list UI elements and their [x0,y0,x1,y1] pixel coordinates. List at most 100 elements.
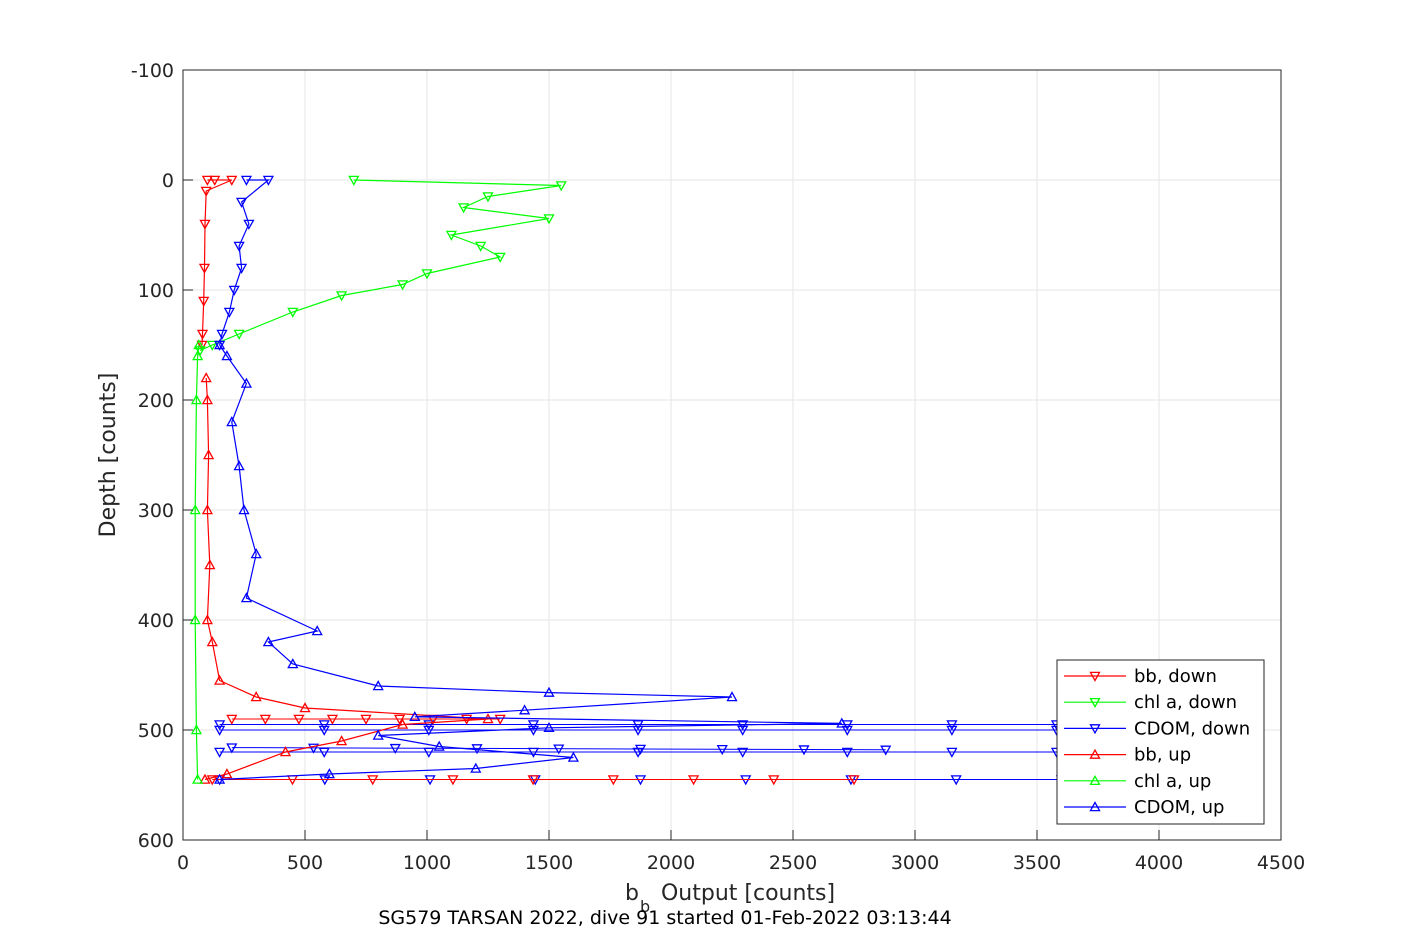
data-point [223,307,235,318]
data-point [196,340,208,351]
y-tick-label: 600 [138,830,174,852]
cdom-long-segment-marker [841,747,853,758]
svg-text:b: b [640,897,650,916]
legend-item-label: bb, down [1134,666,1217,687]
data-point [190,394,203,405]
series-5 [213,339,848,784]
bb-long-segment-marker [326,714,339,725]
cdom-long-segment-marker [213,747,226,758]
data-point [192,773,204,784]
y-axis: -100 0 100 200 300 400 500 600 [131,60,193,852]
data-point [201,394,214,405]
data-point [226,416,238,427]
data-point [216,329,228,340]
data-point [233,329,245,340]
x-axis-label-rest: Output [counts] [654,881,835,906]
data-point [198,296,210,307]
data-point [409,710,421,722]
series-3 [199,372,494,784]
data-point [433,740,445,751]
data-point [299,702,311,713]
cdom-long-segment-marker [632,720,644,731]
data-point [203,449,215,460]
data-point [470,762,482,773]
data-point [233,460,245,471]
x-tick-label: 3000 [891,852,939,874]
bb-long-segment-marker [226,714,238,725]
bb-long-segment-marker [360,714,372,725]
bb-long-segment-marker [447,775,459,786]
data-point [482,192,494,203]
data-point [235,197,248,208]
bb-long-segment-marker [768,775,780,786]
legend-item-label: CDOM, down [1134,718,1250,739]
series-2 [213,175,275,351]
data-point [190,724,203,735]
legend-item-label: bb, up [1134,745,1191,766]
cdom-long-segment-marker [423,725,435,736]
cdom-long-segment-marker [880,745,892,756]
x-tick-label: 3500 [1013,852,1061,874]
long-segments [206,714,1068,786]
legend-item-label: CDOM, up [1134,797,1224,818]
data-point [201,504,214,515]
x-axis-label-main: b [625,881,639,906]
data-point [196,329,209,340]
bb-long-segment-marker [461,714,473,725]
data-point [287,658,299,669]
cdom-long-segment-marker [798,745,810,756]
data-point [726,691,738,702]
cdom-long-segment-marker [737,725,749,736]
data-point [445,230,458,241]
data-point [228,285,240,296]
legend-marker [1089,697,1101,709]
data-point [221,350,233,361]
data-point [213,339,226,350]
cdom-long-segment-marker [946,747,958,758]
series-0 [196,175,238,351]
data-point [206,340,218,351]
data-point [198,263,211,274]
data-point [201,614,214,625]
svg-text:b: b [625,881,639,906]
x-tick-label: 500 [287,852,323,874]
y-tick-label: -100 [131,60,174,82]
data-point [457,203,470,214]
data-point [233,241,245,252]
y-tick-label: 500 [138,720,174,742]
data-point [335,291,348,302]
data-point [421,269,433,280]
bb-long-segment-marker [259,714,271,725]
cdom-long-segment-marker [946,725,958,736]
x-axis: 0 500 1000 1500 2000 2500 3000 3500 4000 4500 [177,830,1305,874]
x-tick-label: 1000 [403,852,451,874]
data-point [250,548,262,559]
data-point [543,721,555,733]
data-point [240,175,253,186]
cdom-long-segment-marker [213,725,226,736]
data-point [543,686,555,697]
data-point [193,339,205,350]
data-point [262,636,275,647]
bb-long-segment-marker [206,775,218,786]
data-point [836,717,848,728]
data-point [372,680,384,691]
data-point [494,252,506,263]
data-point [543,214,555,225]
data-point [199,773,211,784]
data-point [201,175,214,186]
series-line [201,179,233,346]
cdom-long-segment-marker [716,745,728,756]
cdom-long-segment-line [231,747,886,751]
x-tick-label: 4000 [1135,852,1183,874]
caption: SG579 TARSAN 2022, dive 91 started 01-Fe… [378,907,951,929]
data-point [235,263,248,274]
legend-marker [1089,724,1101,735]
bb-long-segment-marker [494,714,506,725]
legend-box [1056,659,1265,825]
x-tick-label: 1500 [525,852,573,874]
data-point [209,175,221,186]
cdom-long-segment-marker [423,720,435,731]
data-point [250,691,262,702]
data-point [311,625,323,636]
